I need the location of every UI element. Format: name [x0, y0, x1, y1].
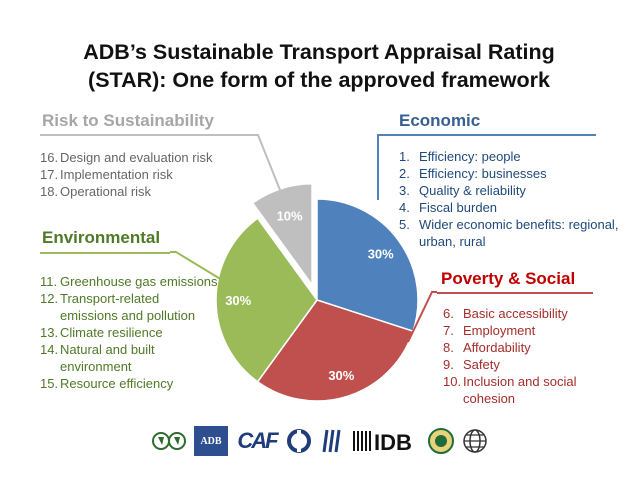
list-item: 2. Efficiency: businesses — [399, 165, 619, 182]
list-item: 5. Wider economic benefits: regional, urb… — [399, 216, 619, 250]
list-item-text: Implementation risk — [60, 167, 173, 182]
list-item-text: Wider economic benefits: regional, urban… — [419, 217, 619, 249]
list-item-number: 13. — [40, 325, 59, 340]
list-item-text: Fiscal burden — [419, 200, 498, 215]
list-item-number: 5. — [399, 217, 410, 232]
list-item: 1. Efficiency: people — [399, 148, 619, 165]
list-item-text: Transport-related emissions and pollutio… — [60, 291, 196, 323]
idb-logo: IDB — [350, 426, 420, 456]
list-item: 9. Safety — [443, 356, 593, 373]
list-item: 17. Implementation risk — [40, 166, 212, 183]
list-item: 4. Fiscal burden — [399, 199, 619, 216]
list-item-text: Greenhouse gas emissions — [60, 274, 218, 289]
list-item-text: Efficiency: businesses — [419, 166, 547, 181]
pie-slice-label: 30% — [368, 247, 394, 262]
ebrd-logo — [286, 426, 312, 456]
pie-slice-label: 30% — [225, 293, 251, 308]
list-item: 12. Transport-related emissions and pollu… — [40, 290, 220, 324]
environmental-underline — [40, 252, 170, 254]
list-item-number: 8. — [443, 340, 454, 355]
leader-line-poverty — [407, 291, 437, 343]
list-item-number: 9. — [443, 357, 454, 372]
list-item-text: Climate resilience — [60, 325, 163, 340]
list-item-number: 7. — [443, 323, 454, 338]
list-item-text: Quality & reliability — [419, 183, 526, 198]
list-item-text: Basic accessibility — [463, 306, 568, 321]
isdb-logo — [428, 426, 454, 456]
list-item-text: Natural and built environment — [60, 342, 155, 374]
title-line-2: (STAR): One form of the approved framewo… — [88, 68, 550, 92]
list-item-number: 2. — [399, 166, 410, 181]
world-bank-logo — [462, 426, 488, 456]
list-item: 14. Natural and built environment — [40, 341, 220, 375]
list-item: 7. Employment — [443, 322, 593, 339]
list-item: 3. Quality & reliability — [399, 182, 619, 199]
economic-heading: Economic — [399, 111, 481, 130]
poverty-underline — [437, 292, 593, 294]
pie-slice-poverty-social — [256, 299, 415, 402]
poverty-heading: Poverty & Social — [441, 269, 576, 288]
list-item: 11. Greenhouse gas emissions — [40, 273, 220, 290]
list-item-number: 10. — [443, 374, 462, 389]
adb-logo: ADB — [194, 426, 228, 456]
poverty-list: 6. Basic accessibility 7. Employment 8. Affor… — [443, 305, 593, 407]
economic-list: 1. Efficiency: people 2. Efficiency: busine… — [399, 148, 619, 250]
list-item-text: Affordability — [463, 340, 531, 355]
list-item: 10. Inclusion and social cohesion — [443, 373, 593, 407]
economic-underline — [384, 134, 596, 136]
risk-list: 16. Design and evaluation risk 17. Implemen… — [40, 149, 212, 200]
list-item-number: 1. — [399, 149, 410, 164]
pie-slice-label: 30% — [328, 368, 354, 383]
environmental-heading: Environmental — [42, 228, 161, 247]
list-item: 15. Resource efficiency — [40, 375, 220, 392]
leader-line-risk — [252, 134, 287, 206]
list-item-number: 18. — [40, 184, 59, 199]
list-item-text: Safety — [463, 357, 500, 372]
partner-logos: ADB CAF IDB — [150, 424, 490, 458]
list-item-number: 12. — [40, 291, 59, 306]
title-line-1: ADB’s Sustainable Transport Appraisal Ra… — [83, 40, 555, 64]
list-item: 6. Basic accessibility — [443, 305, 593, 322]
svg-text:IDB: IDB — [374, 430, 412, 455]
afdb-logo — [152, 426, 186, 456]
pie-slice-label: 10% — [277, 209, 303, 224]
list-item-number: 15. — [40, 376, 59, 391]
pie-slice-economic — [316, 198, 419, 333]
pie-slice-risk-to-sustainability — [251, 183, 313, 288]
list-item-text: Design and evaluation risk — [60, 150, 213, 165]
list-item-text: Resource efficiency — [60, 376, 174, 391]
list-item-number: 6. — [443, 306, 454, 321]
leader-line-environmental — [170, 251, 223, 281]
caf-logo: CAF — [237, 428, 278, 453]
list-item-number: 14. — [40, 342, 59, 357]
list-item-number: 16. — [40, 150, 59, 165]
leader-line-economic — [377, 134, 384, 200]
list-item: 18. Operational risk — [40, 183, 212, 200]
pie-slice-environmental — [215, 217, 318, 383]
list-item: 16. Design and evaluation risk — [40, 149, 212, 166]
environmental-list: 11. Greenhouse gas emissions 12. Transport-… — [40, 273, 220, 392]
list-item-number: 4. — [399, 200, 410, 215]
list-item-number: 17. — [40, 167, 59, 182]
slide-title: ADB’s Sustainable Transport Appraisal Ra… — [0, 38, 638, 94]
list-item-text: Employment — [463, 323, 536, 338]
list-item: 13. Climate resilience — [40, 324, 220, 341]
risk-heading: Risk to Sustainability — [42, 111, 214, 130]
list-item-number: 3. — [399, 183, 410, 198]
list-item-text: Efficiency: people — [419, 149, 521, 164]
list-item-text: Operational risk — [60, 184, 152, 199]
eib-logo — [320, 426, 344, 456]
risk-underline — [40, 134, 252, 136]
list-item-number: 11. — [40, 274, 58, 289]
list-item-text: Inclusion and social cohesion — [463, 374, 577, 406]
list-item: 8. Affordability — [443, 339, 593, 356]
